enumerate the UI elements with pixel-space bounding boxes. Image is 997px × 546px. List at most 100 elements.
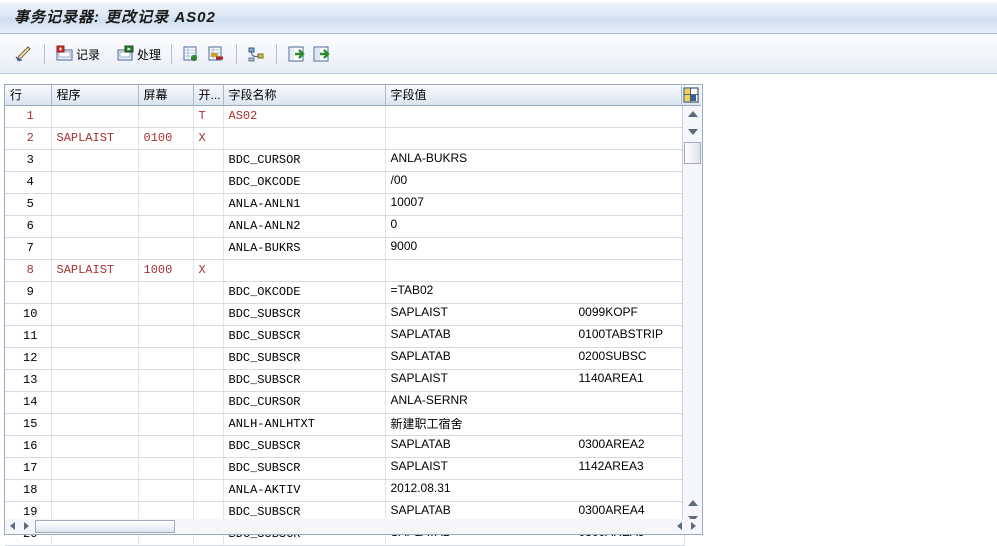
cell-field-value[interactable]: /00 — [385, 171, 685, 194]
cell-flag[interactable] — [193, 479, 224, 502]
cell-flag[interactable] — [193, 171, 224, 194]
cell-field-name[interactable]: ANLA-BUKRS — [223, 237, 386, 260]
cell-field-name[interactable]: AS02 — [223, 105, 386, 128]
cell-flag[interactable] — [193, 149, 224, 172]
cell-field-name[interactable]: BDC_OKCODE — [223, 171, 386, 194]
cell-program[interactable] — [51, 237, 139, 260]
cell-screen[interactable] — [138, 303, 194, 326]
cell-field-name[interactable]: BDC_CURSOR — [223, 149, 386, 172]
cell-field-value[interactable]: ANLA-SERNR — [385, 391, 685, 414]
cell-screen[interactable] — [138, 281, 194, 304]
cell-program[interactable] — [51, 391, 139, 414]
cell-flag[interactable] — [193, 325, 224, 348]
cell-flag[interactable] — [193, 347, 224, 370]
cell-program[interactable] — [51, 369, 139, 392]
cell-screen[interactable] — [138, 193, 194, 216]
scroll-page-right-arrow-icon[interactable] — [687, 520, 700, 532]
cell-row-number[interactable]: 5 — [5, 193, 52, 216]
cell-row-number[interactable]: 10 — [5, 303, 52, 326]
cell-field-value[interactable]: SAPLAIST 1142AREA3 — [385, 457, 685, 480]
horizontal-scroll-thumb[interactable] — [35, 520, 175, 533]
cell-program[interactable]: SAPLAIST — [51, 127, 139, 150]
column-header-row[interactable]: 行 — [5, 85, 52, 106]
table-row[interactable]: 6 ANLA-ANLN2 0 — [5, 215, 685, 238]
cell-field-name[interactable]: BDC_SUBSCR — [223, 303, 386, 326]
cell-field-name[interactable]: BDC_SUBSCR — [223, 435, 386, 458]
cell-field-value[interactable] — [385, 127, 685, 150]
record-button[interactable]: 记录 — [52, 41, 103, 67]
cell-field-value[interactable]: 新建职工宿舍 — [385, 413, 685, 436]
cell-flag[interactable]: X — [193, 259, 224, 282]
cell-field-value[interactable]: 10007 — [385, 193, 685, 216]
cell-row-number[interactable]: 15 — [5, 413, 52, 436]
cell-row-number[interactable]: 19 — [5, 501, 52, 524]
process-button[interactable]: 处理 — [113, 41, 164, 67]
cell-row-number[interactable]: 18 — [5, 479, 52, 502]
cell-field-value[interactable]: SAPLATAB 0300AREA4 — [385, 501, 685, 524]
table-row[interactable]: 15 ANLH-ANLHTXT 新建职工宿舍 — [5, 413, 685, 436]
scroll-page-left-arrow-icon[interactable] — [673, 520, 686, 532]
cell-screen[interactable] — [138, 391, 194, 414]
cell-field-name[interactable]: BDC_OKCODE — [223, 281, 386, 304]
scroll-down-arrow-icon[interactable] — [683, 124, 702, 140]
export-button[interactable] — [309, 41, 334, 67]
cell-screen[interactable]: 0100 — [138, 127, 194, 150]
cell-flag[interactable] — [193, 391, 224, 414]
cell-flag[interactable] — [193, 501, 224, 524]
cell-screen[interactable] — [138, 369, 194, 392]
cell-screen[interactable] — [138, 435, 194, 458]
cell-flag[interactable] — [193, 413, 224, 436]
cell-program[interactable] — [51, 281, 139, 304]
cell-row-number[interactable]: 17 — [5, 457, 52, 480]
cell-row-number[interactable]: 8 — [5, 259, 52, 282]
table-row[interactable]: 11 BDC_SUBSCR SAPLATAB 0100TABSTRIP — [5, 325, 685, 348]
table-row[interactable]: 7 ANLA-BUKRS 9000 — [5, 237, 685, 260]
cell-field-value[interactable]: SAPLATAB 0300AREA2 — [385, 435, 685, 458]
import-button[interactable] — [284, 41, 309, 67]
cell-program[interactable] — [51, 457, 139, 480]
cell-flag[interactable]: X — [193, 127, 224, 150]
cell-program[interactable]: SAPLAIST — [51, 259, 139, 282]
cell-field-value[interactable]: 2012.08.31 — [385, 479, 685, 502]
table-row[interactable]: 18 ANLA-AKTIV 2012.08.31 — [5, 479, 685, 502]
column-header-field-value[interactable]: 字段值 — [385, 85, 685, 106]
cell-field-value[interactable] — [385, 105, 685, 128]
table-row[interactable]: 4 BDC_OKCODE/00 — [5, 171, 685, 194]
table-row[interactable]: 5 ANLA-ANLN1 10007 — [5, 193, 685, 216]
cell-field-value[interactable]: SAPLAIST 1140AREA1 — [385, 369, 685, 392]
scroll-page-up-arrow-icon[interactable] — [683, 495, 702, 511]
cell-field-value[interactable]: SAPLAIST 0099KOPF — [385, 303, 685, 326]
scroll-right-arrow-icon[interactable] — [20, 520, 33, 532]
cell-flag[interactable]: T — [193, 105, 224, 128]
cell-program[interactable] — [51, 413, 139, 436]
cell-flag[interactable] — [193, 435, 224, 458]
cell-field-value[interactable]: SAPLATAB 0100TABSTRIP — [385, 325, 685, 348]
cell-field-name[interactable]: ANLA-ANLN1 — [223, 193, 386, 216]
cell-row-number[interactable]: 9 — [5, 281, 52, 304]
scroll-left-arrow-icon[interactable] — [6, 520, 19, 532]
cell-screen[interactable]: 1000 — [138, 259, 194, 282]
cell-field-value[interactable] — [385, 259, 685, 282]
cell-screen[interactable] — [138, 171, 194, 194]
cell-screen[interactable] — [138, 347, 194, 370]
cell-row-number[interactable]: 2 — [5, 127, 52, 150]
cell-field-name[interactable]: BDC_SUBSCR — [223, 457, 386, 480]
cell-flag[interactable] — [193, 281, 224, 304]
cell-field-name[interactable] — [223, 127, 386, 150]
cell-field-value[interactable]: ANLA-BUKRS — [385, 149, 685, 172]
grid-select-all-icon[interactable] — [681, 86, 701, 106]
cell-row-number[interactable]: 14 — [5, 391, 52, 414]
cell-row-number[interactable]: 7 — [5, 237, 52, 260]
cell-field-value[interactable]: 0 — [385, 215, 685, 238]
cell-field-value[interactable]: 9000 — [385, 237, 685, 260]
cell-screen[interactable] — [138, 237, 194, 260]
delete-row-button[interactable] — [204, 41, 229, 67]
cell-program[interactable] — [51, 479, 139, 502]
cell-row-number[interactable]: 4 — [5, 171, 52, 194]
edit-button[interactable] — [12, 41, 37, 67]
cell-program[interactable] — [51, 325, 139, 348]
cell-screen[interactable] — [138, 457, 194, 480]
insert-row-button[interactable] — [179, 41, 204, 67]
column-header-screen[interactable]: 屏幕 — [138, 85, 194, 106]
table-row[interactable]: 17 BDC_SUBSCR SAPLAIST 1142AREA3 — [5, 457, 685, 480]
